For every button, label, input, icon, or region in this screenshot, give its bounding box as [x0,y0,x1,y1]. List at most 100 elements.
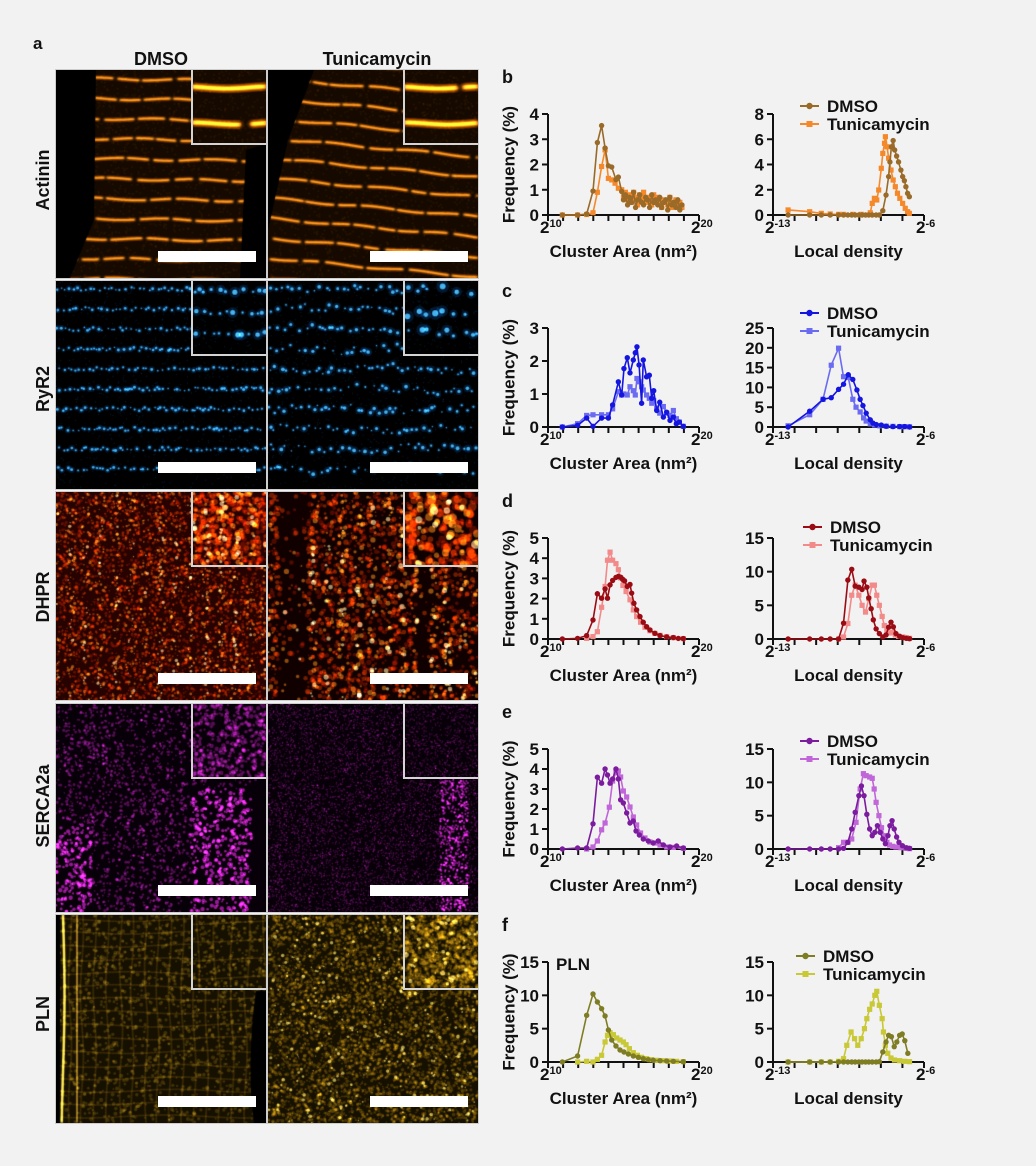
data-point [640,189,647,195]
data-point [628,199,635,206]
legend-label: Tunicamycin [827,322,930,341]
legend-item: DMSO [800,97,878,116]
data-point [867,210,873,216]
data-point [869,200,875,206]
x-tick-base: 2 [765,1065,774,1084]
data-point [634,344,640,350]
data-point [615,776,622,782]
micrograph-ryr2-tunicamycin [268,281,478,489]
data-point [867,421,873,427]
data-point [604,772,611,778]
legend-item: Tunicamycin [800,322,930,341]
data-point [590,991,596,997]
data-point [614,1035,620,1041]
data-point [894,190,901,196]
data-point [624,392,630,398]
x-tick-exponent: 10 [549,852,561,864]
data-point [840,381,847,387]
data-point [893,153,900,159]
x-tick-label: 220 [691,642,713,661]
data-point [594,139,601,146]
data-point [665,207,671,213]
data-point [885,624,892,630]
magnified-inset [403,281,478,356]
x-tick-label: 2-6 [916,218,935,237]
x-tick-base: 2 [540,430,549,449]
data-point [887,630,893,636]
data-point [670,414,677,420]
x-tick-label: 2-6 [916,1065,935,1084]
magnified-inset [403,704,478,779]
y-tick-label: 0 [530,840,539,859]
data-point [646,372,653,378]
data-point [807,412,813,418]
data-point [901,1058,908,1064]
data-point [680,1058,686,1065]
data-point [660,842,667,848]
data-point [624,197,631,203]
x-tick-label: 210 [540,852,562,871]
data-point [667,417,673,424]
y-tick-label: 25 [745,319,764,338]
data-point [590,617,596,623]
data-point [583,211,590,217]
data-point [634,202,641,208]
x-tick-label: 2-6 [916,852,935,871]
data-point [827,846,833,852]
x-tick-label: 2-13 [765,642,790,661]
data-point [835,345,842,351]
data-point [673,416,679,422]
data-point [845,577,851,583]
data-point [620,582,626,589]
y-tick-label: 15 [745,953,764,972]
y-axis-label: Frequency (%) [500,106,519,223]
data-point [599,412,605,418]
data-point [883,423,889,429]
data-point [828,362,834,368]
data-point [785,846,791,852]
data-point [890,177,896,183]
legend-marker [806,328,813,334]
data-point [663,409,670,415]
data-point [613,561,619,567]
legend-marker [806,309,813,317]
data-point [627,370,633,376]
data-point [785,212,791,218]
y-tick-label: 0 [530,1053,539,1072]
data-point [657,842,663,848]
data-point [885,173,892,180]
data-point [868,606,874,612]
data-point [667,844,673,850]
x-tick-label: 220 [691,218,713,237]
y-tick-label: 15 [745,359,764,378]
y-tick-label: 3 [530,780,539,799]
magnified-inset [403,492,478,567]
data-point [845,374,851,381]
data-point [883,1039,889,1045]
data-point [627,804,633,810]
data-point [880,1029,887,1035]
data-point [840,1056,847,1062]
data-point [891,1057,898,1063]
data-point [657,1057,663,1064]
data-point [874,197,880,203]
data-point [660,403,666,410]
x-tick-base: 2 [691,218,700,237]
magnified-inset [191,281,266,356]
panel-label: d [502,491,513,511]
data-point [647,627,653,633]
series-line [788,785,910,850]
data-point [877,829,883,836]
data-point [881,140,888,146]
data-point [632,204,639,211]
data-point [632,194,639,200]
data-point [599,1052,605,1058]
data-point [890,624,897,630]
scale-bar [158,673,256,684]
data-point [612,180,618,186]
data-point [895,159,902,165]
panel-label: e [502,702,512,722]
series-dmso [785,1031,911,1065]
